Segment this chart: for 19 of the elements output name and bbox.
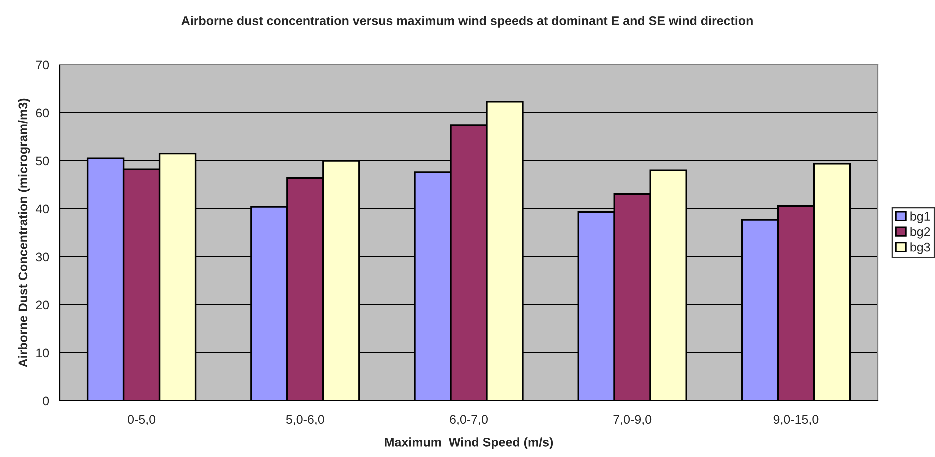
- x-tick-label: 0-5,0: [128, 415, 156, 426]
- x-axis-title: Maximum Wind Speed (m/s): [385, 438, 554, 450]
- x-tick-label: 7,0-9,0: [614, 415, 652, 426]
- legend-label: bg3: [910, 242, 930, 254]
- chart-title: Airborne dust concentration versus maximum wind speeds at dominant E and SE wind direction: [182, 16, 753, 28]
- y-tick-label: 0: [43, 396, 50, 406]
- y-tick-label: 20: [36, 300, 50, 310]
- y-tick-label: 10: [36, 348, 50, 358]
- legend-label: bg1: [910, 212, 930, 224]
- y-axis-title: Airborne Dust Concentration (microgram/m3): [18, 98, 30, 368]
- y-tick-label: 30: [36, 252, 50, 262]
- x-tick-label: 9,0-15,0: [774, 415, 819, 426]
- x-tick-label: 5,0-6,0: [286, 415, 324, 426]
- x-tick-label: 6,0-7,0: [450, 415, 488, 426]
- y-tick-label: 70: [36, 60, 50, 70]
- legend-label: bg2: [910, 227, 930, 239]
- y-tick-label: 50: [36, 156, 50, 166]
- y-tick-label: 40: [36, 204, 50, 214]
- y-tick-label: 60: [36, 108, 50, 118]
